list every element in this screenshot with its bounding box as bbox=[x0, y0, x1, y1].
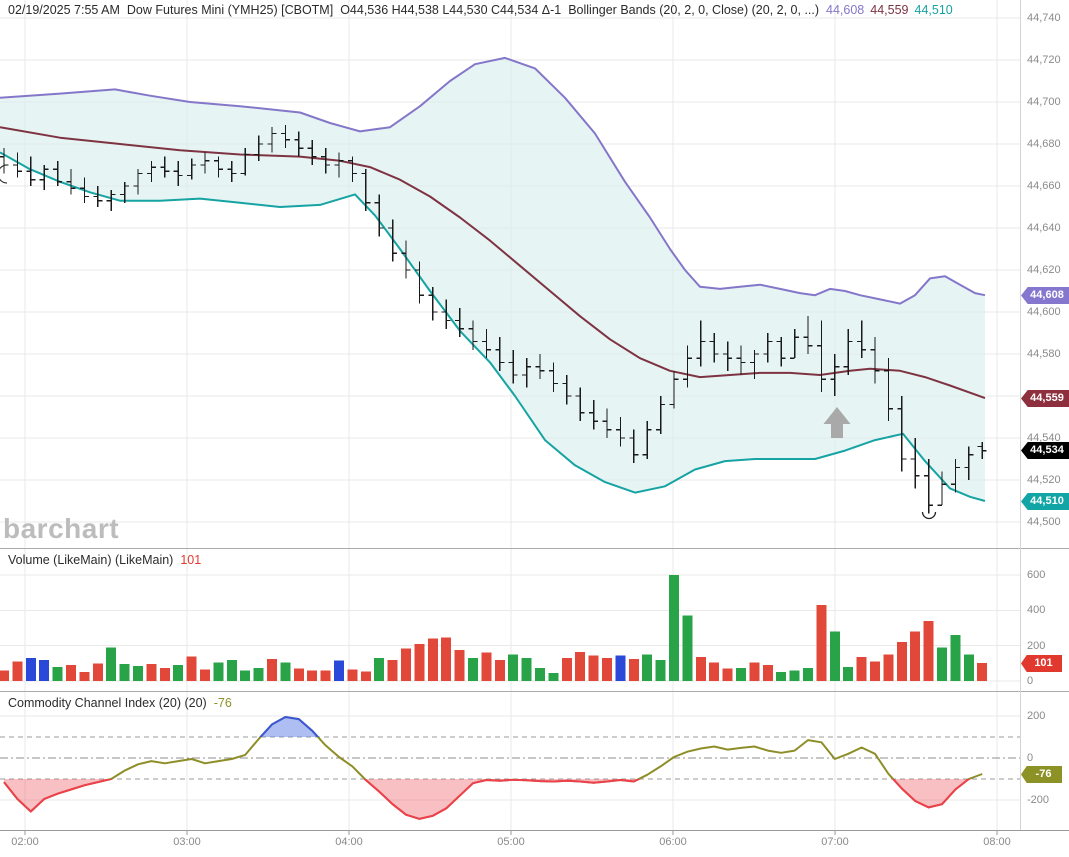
volume-header-label[interactable]: Volume (LikeMain) (LikeMain) bbox=[8, 553, 174, 567]
header-symbol: Dow Futures Mini (YMH25) [CBOTM] bbox=[126, 3, 334, 17]
barchart-watermark-logo: barchart bbox=[3, 513, 120, 544]
cci-header: Commodity Channel Index (20) (20) -76 bbox=[8, 696, 238, 710]
bb-upper-price-badge: 44,608 bbox=[1021, 287, 1069, 304]
cci-value-badge: -76 bbox=[1021, 766, 1062, 783]
ohlc-bars bbox=[0, 125, 987, 514]
bollinger-middle-line bbox=[0, 126, 986, 400]
bollinger-lower-line bbox=[0, 151, 986, 502]
circle-marker bbox=[921, 511, 937, 520]
header-bb-upper-value: 44,608 bbox=[826, 3, 865, 17]
header-datetime: 02/19/2025 7:55 AM bbox=[8, 3, 120, 17]
main-chart-header: 02/19/2025 7:55 AM Dow Futures Mini (YMH2… bbox=[8, 3, 959, 17]
cci-header-label[interactable]: Commodity Channel Index (20) (20) bbox=[8, 696, 207, 710]
bb-middle-price-badge: 44,559 bbox=[1021, 390, 1069, 407]
panel-separators bbox=[0, 0, 1069, 835]
bb-lower-price-badge: 44,510 bbox=[1021, 493, 1069, 510]
header-bb-middle-value: 44,559 bbox=[870, 3, 909, 17]
cci-oversold-region bbox=[3, 779, 983, 820]
clipped-left-marker bbox=[0, 164, 8, 184]
cci-header-value: -76 bbox=[213, 696, 232, 710]
volume-bars bbox=[0, 575, 988, 682]
bollinger-band-fill bbox=[0, 57, 985, 502]
header-ohlc: O44,536 H44,538 L44,530 C44,534 Δ-1 bbox=[340, 3, 562, 17]
header-study-label[interactable]: Bollinger Bands (20, 2, 0, Close) (20, 2… bbox=[568, 3, 820, 17]
header-bb-lower-value: 44,510 bbox=[914, 3, 953, 17]
volume-value-badge: 101 bbox=[1021, 655, 1062, 672]
up-arrow-marker bbox=[823, 407, 851, 438]
bollinger-upper-line bbox=[0, 56, 986, 305]
last-price-badge: 44,534 bbox=[1021, 442, 1069, 459]
volume-header: Volume (LikeMain) (LikeMain) 101 bbox=[8, 553, 207, 567]
volume-header-value: 101 bbox=[180, 553, 202, 567]
